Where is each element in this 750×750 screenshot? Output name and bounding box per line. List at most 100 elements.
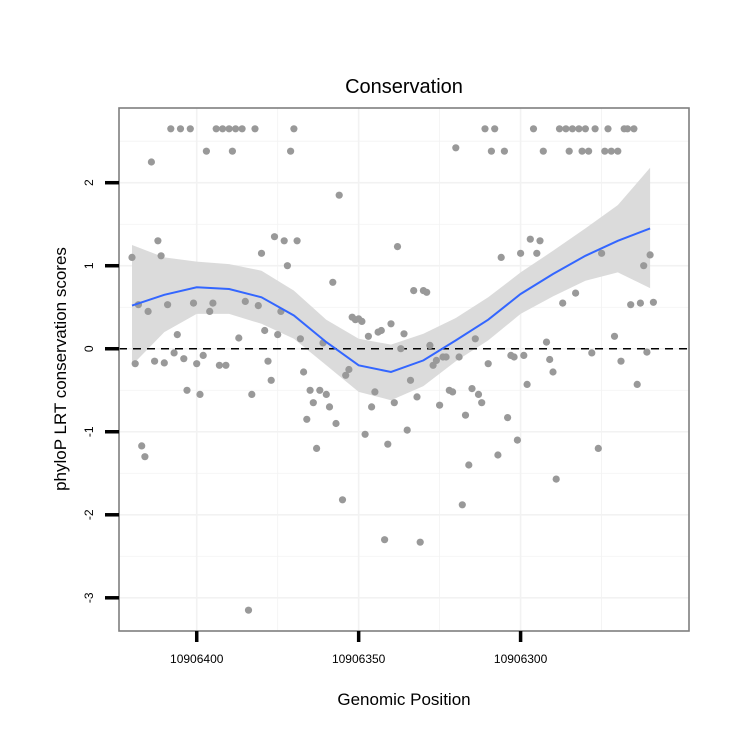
data-point-8 <box>154 237 162 245</box>
data-point-125 <box>533 249 541 257</box>
data-point-141 <box>585 147 593 155</box>
data-point-4 <box>141 453 149 461</box>
data-point-79 <box>384 440 392 448</box>
data-point-145 <box>598 249 606 257</box>
y-tick-label-3: 0 <box>82 345 96 352</box>
data-point-57 <box>313 444 321 452</box>
data-point-97 <box>442 353 450 361</box>
data-point-102 <box>458 501 466 509</box>
data-point-0 <box>128 253 136 261</box>
data-point-84 <box>400 330 408 338</box>
data-point-54 <box>303 415 311 423</box>
data-point-72 <box>361 430 369 438</box>
data-point-23 <box>202 147 210 155</box>
data-point-140 <box>581 125 590 133</box>
data-point-139 <box>578 147 586 155</box>
data-point-89 <box>416 538 424 546</box>
data-point-25 <box>209 299 217 307</box>
data-point-146 <box>601 147 609 155</box>
data-point-40 <box>257 249 266 257</box>
data-point-62 <box>329 278 337 286</box>
data-point-1 <box>131 360 139 368</box>
data-point-29 <box>222 361 230 369</box>
data-point-142 <box>588 349 596 357</box>
x-tick-label-1: 10906350 <box>332 652 386 666</box>
data-point-61 <box>325 403 334 411</box>
data-point-43 <box>267 376 275 384</box>
data-point-24 <box>206 307 214 315</box>
data-point-161 <box>649 298 658 306</box>
data-point-155 <box>630 125 638 133</box>
data-point-150 <box>614 147 622 155</box>
data-point-9 <box>157 252 165 260</box>
data-point-3 <box>138 442 146 450</box>
data-point-56 <box>309 399 317 407</box>
data-point-115 <box>500 147 508 155</box>
data-point-60 <box>322 390 330 398</box>
data-point-7 <box>151 357 159 365</box>
data-point-44 <box>270 233 279 241</box>
data-point-5 <box>144 307 152 315</box>
y-tick-label-0: -3 <box>82 592 96 603</box>
data-point-104 <box>465 461 473 469</box>
data-point-110 <box>484 360 492 368</box>
data-point-157 <box>636 299 645 307</box>
data-point-13 <box>170 349 178 357</box>
data-point-63 <box>332 419 340 428</box>
data-point-100 <box>452 144 460 152</box>
data-point-11 <box>164 301 172 309</box>
data-point-114 <box>497 253 505 261</box>
data-point-107 <box>474 390 483 398</box>
data-point-77 <box>377 326 385 335</box>
data-point-36 <box>244 606 253 614</box>
confidence-band <box>132 167 651 401</box>
data-point-103 <box>461 411 470 419</box>
data-point-101 <box>455 353 463 361</box>
data-point-133 <box>559 299 567 307</box>
data-point-64 <box>335 191 343 199</box>
chart-title: Conservation <box>345 76 463 98</box>
data-point-135 <box>565 147 573 155</box>
data-point-73 <box>364 332 372 340</box>
data-point-136 <box>568 125 577 133</box>
plot-panel <box>118 107 690 632</box>
data-point-83 <box>397 345 405 353</box>
data-point-21 <box>196 390 204 398</box>
data-point-95 <box>436 401 444 409</box>
data-point-112 <box>491 125 499 133</box>
data-point-75 <box>371 388 379 396</box>
data-point-41 <box>261 326 269 335</box>
data-point-82 <box>393 243 402 251</box>
data-point-153 <box>623 125 632 133</box>
smooth-trend-line <box>131 227 651 374</box>
data-points <box>128 125 658 614</box>
data-point-132 <box>555 125 564 133</box>
panel-border <box>118 107 690 632</box>
data-point-30 <box>225 125 233 133</box>
data-point-127 <box>539 147 547 155</box>
data-point-32 <box>232 125 240 133</box>
data-point-87 <box>410 287 418 295</box>
data-point-156 <box>633 380 641 388</box>
data-point-15 <box>176 125 185 133</box>
data-point-48 <box>283 262 291 270</box>
data-point-99 <box>449 388 457 396</box>
data-point-80 <box>387 320 395 328</box>
data-point-50 <box>290 125 298 133</box>
data-point-154 <box>627 301 635 309</box>
data-point-20 <box>193 360 201 368</box>
data-point-49 <box>287 147 295 155</box>
data-point-78 <box>381 536 389 544</box>
data-point-149 <box>610 332 619 340</box>
data-point-81 <box>390 399 398 407</box>
y-tick-label-1: -2 <box>82 509 96 520</box>
data-point-66 <box>342 371 350 379</box>
data-point-122 <box>523 380 531 388</box>
data-point-53 <box>300 368 308 376</box>
data-point-39 <box>254 302 262 310</box>
data-point-120 <box>517 249 525 257</box>
data-point-129 <box>546 355 554 364</box>
data-point-71 <box>358 317 366 325</box>
data-point-143 <box>591 125 599 133</box>
